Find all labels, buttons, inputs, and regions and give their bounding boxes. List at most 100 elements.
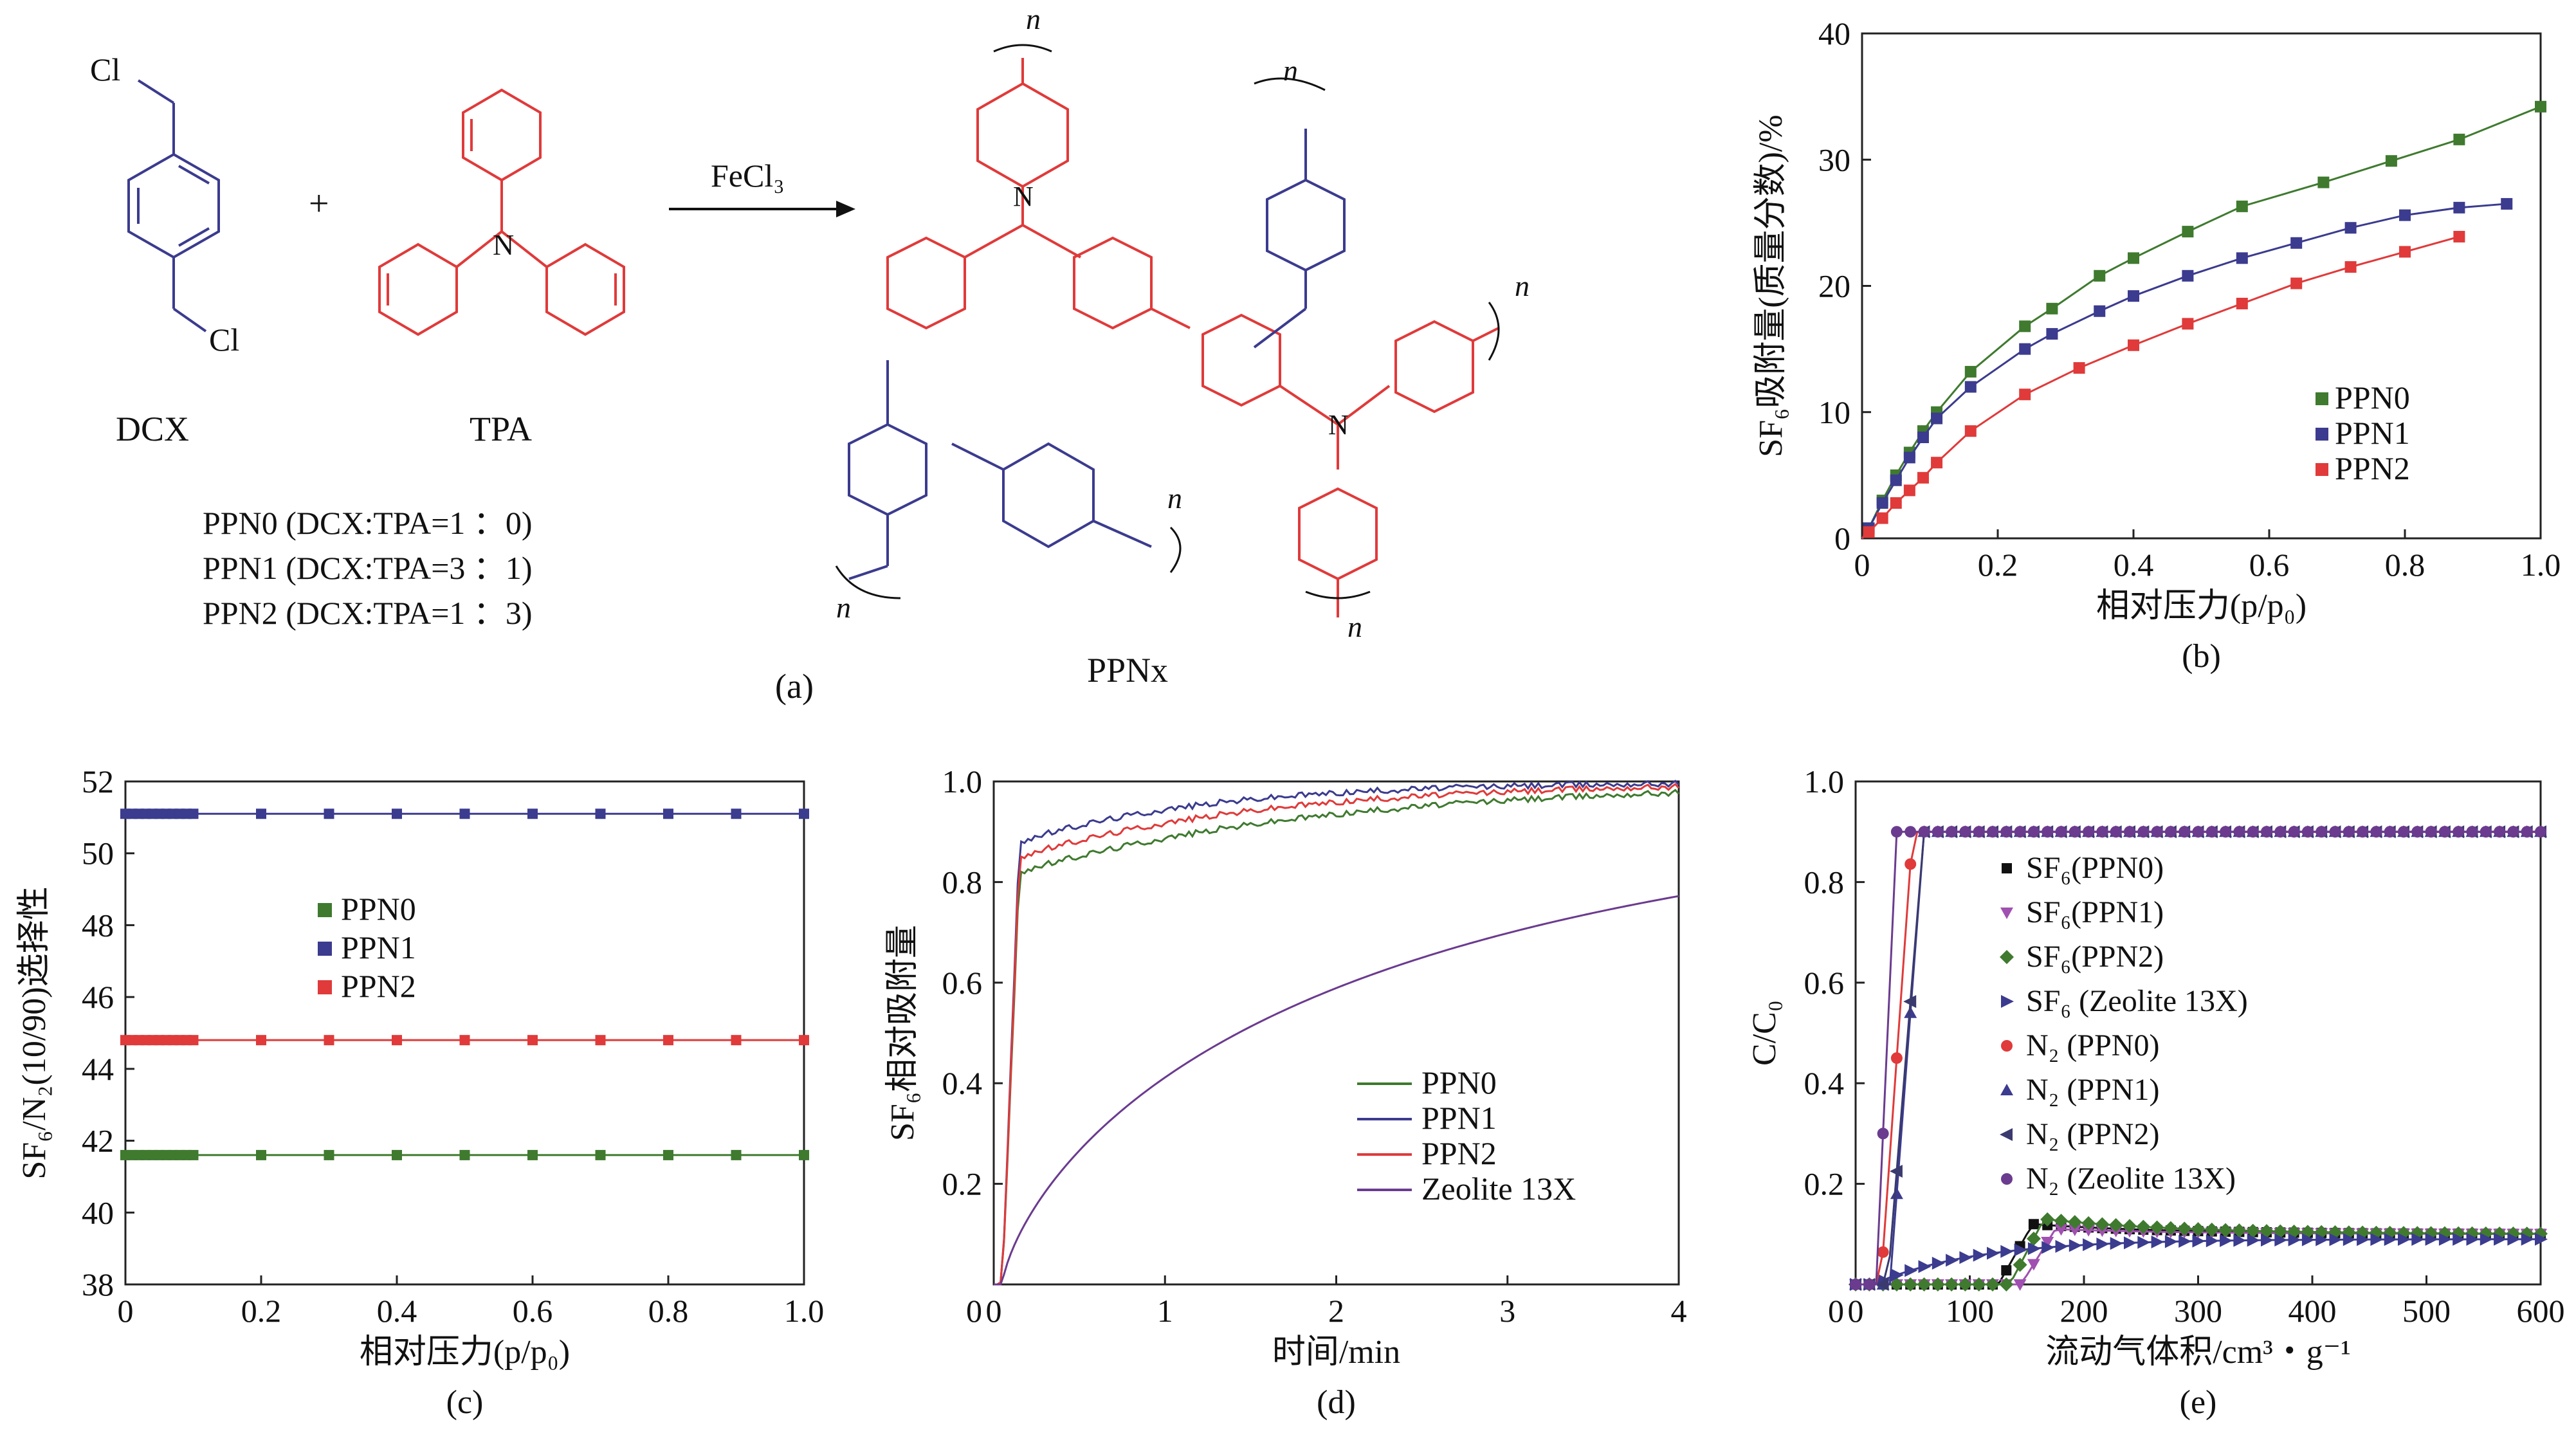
y-tick-label-c: 46 xyxy=(82,979,114,1015)
data-point-SF₆ (Zeolite 13X) xyxy=(2247,1234,2260,1247)
data-point-SF₆(PPN2) xyxy=(2218,1223,2233,1237)
data-point-N₂ (Zeolite 13X) xyxy=(2124,826,2135,838)
data-point-SF₆(PPN1) xyxy=(2027,1259,2040,1271)
data-point-PPN0 xyxy=(2046,302,2058,315)
data-point-SF₆ (Zeolite 13X) xyxy=(2411,1232,2425,1246)
ratio-ppn1: PPN1 (DCX:TPA=3 ：1) xyxy=(203,550,533,586)
y-tick-label-e: 0.4 xyxy=(1804,1065,1845,1101)
data-point-PPN1 xyxy=(1917,432,1929,443)
data-point-SF₆(PPN2) xyxy=(1930,1277,1945,1291)
data-point-SF₆ (Zeolite 13X) xyxy=(2137,1236,2151,1249)
y-axis-label-b: SF₆吸附量(质量分数)/% xyxy=(1753,114,1789,457)
data-point-N₂ (Zeolite 13X) xyxy=(2069,826,2081,838)
panel-e-breakthrough: 0 100 200 300 400 500 600 0.2 0.4 0.6 0.8 1.0 0 流动气体积… xyxy=(1746,763,2565,1421)
data-point-N₂ (Zeolite 13X) xyxy=(2083,826,2095,838)
data-point-N₂ (Zeolite 13X) xyxy=(1946,826,1958,838)
data-point-SF₆ (Zeolite 13X) xyxy=(2274,1233,2288,1246)
data-point-N₂ (Zeolite 13X) xyxy=(2055,826,2067,838)
data-point-PPN1 xyxy=(1931,412,1943,424)
data-point-SF₆(PPN2) xyxy=(2191,1222,2206,1237)
x-tick-label-e: 500 xyxy=(2402,1293,2451,1329)
data-point-PPN2 xyxy=(1890,497,1902,509)
data-point-PPN0 xyxy=(595,1149,606,1160)
data-point-N₂ (Zeolite 13X) xyxy=(2357,826,2369,838)
data-point-PPN2 xyxy=(1964,425,1977,437)
data-point-N₂ (Zeolite 13X) xyxy=(2288,826,2300,838)
data-point-SF₆ (Zeolite 13X) xyxy=(2357,1233,2370,1246)
x-tick-label-c: 0.8 xyxy=(648,1293,689,1329)
data-point-SF₆(PPN2) xyxy=(2081,1216,2096,1230)
data-point-SF₆(PPN2) xyxy=(1958,1277,1973,1291)
data-point-SF₆(PPN2) xyxy=(2163,1221,2178,1236)
data-point-PPN1 xyxy=(459,808,470,819)
data-point-N₂ (Zeolite 13X) xyxy=(1863,1279,1876,1290)
data-point-SF₆(PPN1) xyxy=(2041,1237,2054,1249)
data-point-N₂ (Zeolite 13X) xyxy=(2206,826,2218,838)
data-point-N₂ (Zeolite 13X) xyxy=(2261,826,2272,838)
data-point-SF₆ (Zeolite 13X) xyxy=(2151,1236,2164,1249)
x-tick-label-e: 0 xyxy=(1848,1293,1864,1329)
data-point-PPN1 xyxy=(595,808,606,819)
legend-label-PPN1: PPN1 xyxy=(341,929,416,965)
data-point-N₂ (Zeolite 13X) xyxy=(2137,826,2150,838)
data-point-N₂ (Zeolite 13X) xyxy=(2535,826,2546,838)
data-point-SF₆ (Zeolite 13X) xyxy=(2288,1233,2301,1246)
caption-c: (c) xyxy=(446,1384,484,1421)
series-line-N₂ (PPN1) xyxy=(1856,830,2541,1286)
data-point-SF₆ (Zeolite 13X) xyxy=(2220,1234,2233,1247)
data-point-N₂ (Zeolite 13X) xyxy=(1877,1127,1889,1140)
y-axis-label-e: C/C₀ xyxy=(1746,1000,1783,1066)
x-tick-label-b: 1.0 xyxy=(2521,547,2561,583)
legend-label-PPN0: PPN0 xyxy=(341,891,416,927)
data-point-N₂ (Zeolite 13X) xyxy=(2316,826,2328,838)
legend-marker-PPN2 xyxy=(2316,463,2328,476)
data-point-N₂ (Zeolite 13X) xyxy=(2164,826,2177,838)
caption-d: (d) xyxy=(1317,1384,1356,1421)
data-point-SF₆(PPN2) xyxy=(1917,1277,1932,1291)
data-point-SF₆ (Zeolite 13X) xyxy=(2384,1233,2397,1246)
data-point-SF₆ (Zeolite 13X) xyxy=(2179,1235,2192,1248)
data-point-PPN2 xyxy=(527,1035,538,1046)
data-point-SF₆(PPN2) xyxy=(2054,1214,2069,1228)
plot-frame-b xyxy=(1861,32,2542,540)
data-point-SF₆(PPN2) xyxy=(2123,1219,2137,1234)
data-point-PPN1 xyxy=(2501,197,2513,210)
data-point-PPN2 xyxy=(799,1035,809,1046)
data-point-PPN2 xyxy=(324,1035,334,1046)
data-point-SF₆(PPN2) xyxy=(1903,1277,1918,1291)
catalyst-label: FeCl₃ xyxy=(711,158,785,194)
ratio-ppn0: PPN0 (DCX:TPA=1 ：0) xyxy=(203,505,533,541)
dcx-cl-bottom: Cl xyxy=(209,322,239,358)
legend-marker-PPN1 xyxy=(318,942,332,956)
data-point-N₂ (PPN0) xyxy=(1890,1052,1903,1064)
legend-label-N₂ (Zeolite 13X): N₂ (Zeolite 13X) xyxy=(2026,1162,2236,1196)
data-point-PPN0 xyxy=(527,1149,538,1160)
legend-label-PPN0: PPN0 xyxy=(2335,379,2410,415)
data-point-SF₆ (Zeolite 13X) xyxy=(2192,1234,2206,1248)
data-point-PPN0 xyxy=(256,1149,266,1160)
data-point-PPN2 xyxy=(1917,471,1929,484)
y-tick-label-b: 0 xyxy=(1834,520,1850,556)
data-point-SF₆(PPN2) xyxy=(2177,1221,2192,1236)
x-tick-label-c: 1.0 xyxy=(784,1293,825,1329)
legend-label-N₂ (PPN1): N₂ (PPN1) xyxy=(2026,1073,2159,1107)
data-point-N₂ (Zeolite 13X) xyxy=(2343,826,2355,838)
series-line-PPN1 xyxy=(994,780,1680,1286)
data-point-SF₆(PPN2) xyxy=(1986,1277,2000,1291)
y-tick-label-e: 0.6 xyxy=(1804,965,1845,1001)
data-point-N₂ (Zeolite 13X) xyxy=(2151,826,2163,838)
data-point-N₂ (Zeolite 13X) xyxy=(2398,826,2409,838)
data-point-N₂ (PPN2) xyxy=(1889,1165,1903,1178)
legend-marker-PPN2 xyxy=(318,980,332,994)
data-point-SF₆ (Zeolite 13X) xyxy=(2042,1241,2055,1254)
data-point-SF₆ (Zeolite 13X) xyxy=(2069,1239,2082,1252)
data-point-N₂ (Zeolite 13X) xyxy=(2425,826,2437,838)
data-point-PPN2 xyxy=(2399,246,2411,258)
data-point-SF₆(PPN2) xyxy=(2108,1218,2123,1232)
data-point-SF₆(PPN1) xyxy=(2082,1225,2096,1237)
x-tick-label-b: 0.6 xyxy=(2249,547,2290,583)
data-point-SF₆ (Zeolite 13X) xyxy=(2453,1232,2466,1246)
data-point-SF₆(PPN2) xyxy=(2095,1217,2110,1232)
data-point-PPN0 xyxy=(2385,155,2397,167)
data-point-PPN1 xyxy=(2046,328,2058,340)
